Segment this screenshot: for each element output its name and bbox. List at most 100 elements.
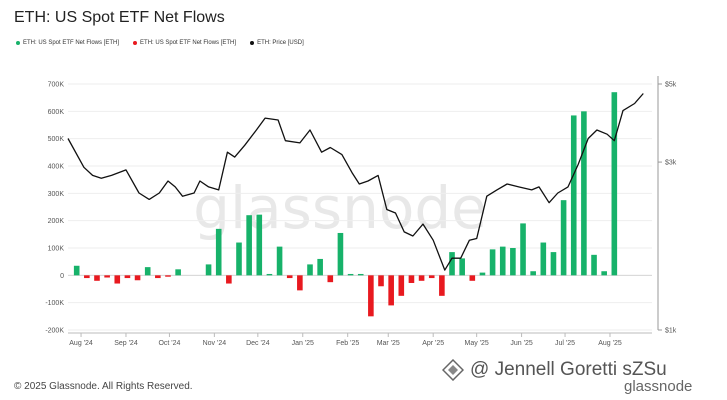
flow-bar	[591, 254, 597, 276]
flow-bar	[439, 275, 445, 296]
x-tick-label: Apr '25	[422, 340, 444, 347]
flow-bar	[459, 258, 465, 276]
chart-legend: ETH: US Spot ETF Net Flows [ETH] ETH: US…	[16, 40, 304, 46]
flow-bar	[276, 246, 283, 276]
legend-dot-icon	[133, 41, 138, 45]
flow-bar	[388, 275, 394, 306]
x-tick-label: Jun '25	[510, 340, 532, 347]
flow-bar	[165, 275, 171, 277]
flow-bar	[347, 273, 354, 276]
flow-bar	[114, 275, 121, 284]
flow-bar	[256, 214, 263, 276]
flow-bar	[205, 264, 212, 276]
flow-bar	[611, 92, 618, 276]
flow-bar	[84, 275, 90, 279]
y-left-tick-label: 100K	[48, 246, 65, 253]
flow-bar	[479, 272, 486, 276]
y-right-tick-label: $1k	[665, 328, 677, 335]
flow-bar	[408, 275, 415, 283]
watermark-bottom-text: @ Jennell Goretti sZSu	[470, 359, 667, 380]
y-left-tick-label: 0	[60, 273, 64, 280]
flow-bar	[428, 275, 435, 279]
x-tick-label: Feb '25	[336, 340, 359, 347]
flow-bar	[510, 248, 516, 276]
legend-dot-icon	[250, 41, 255, 45]
x-tick-label: Mar '25	[377, 340, 400, 347]
legend-dot-icon	[16, 41, 20, 45]
y-left-tick-label: -100K	[45, 300, 64, 307]
y-left-tick-label: -200K	[45, 328, 64, 335]
flow-bar	[581, 111, 587, 276]
flow-bar	[266, 273, 273, 276]
x-tick-label: Sep '24	[114, 340, 138, 347]
y-left-tick-label: 600K	[48, 109, 65, 116]
flow-bar	[94, 275, 100, 281]
y-right-tick-label: $3k	[665, 160, 677, 167]
y-left-tick-label: 200K	[48, 218, 65, 225]
flow-bar	[317, 258, 323, 276]
y-right-tick-label: $5k	[665, 82, 677, 89]
y-left-tick-label: 300K	[48, 191, 65, 198]
legend-label: ETH: Price [USD]	[257, 40, 304, 46]
flow-bar	[398, 275, 405, 296]
flow-bars	[73, 92, 618, 317]
legend-item-flows-negative[interactable]: ETH: US Spot ETF Net Flows [ETH]	[133, 40, 236, 46]
y-left-tick-label: 500K	[48, 136, 65, 143]
x-tick-label: Nov '24	[203, 340, 227, 347]
legend-item-flows-positive[interactable]: ETH: US Spot ETF Net Flows [ETH]	[16, 40, 119, 46]
flow-bar	[134, 275, 141, 281]
flow-bar	[540, 242, 547, 276]
watermark-glassnode: glassnode	[193, 174, 487, 242]
flow-bar	[378, 275, 384, 287]
x-tick-label: Oct '24	[158, 340, 180, 347]
price-series	[67, 93, 644, 271]
flow-bar	[246, 215, 252, 276]
flow-bar	[155, 275, 161, 279]
y-left-tick-label: 400K	[48, 164, 65, 171]
watermark-bottom-logo: glassnode	[624, 378, 693, 395]
flow-bar	[560, 200, 567, 276]
x-tick-label: Dec '24	[246, 340, 270, 347]
flow-bar	[570, 115, 577, 276]
flow-bar	[550, 252, 557, 276]
y-left-tick-label: 700K	[48, 82, 65, 89]
legend-item-price[interactable]: ETH: Price [USD]	[250, 40, 304, 46]
flow-bar	[215, 228, 222, 276]
flow-bar	[144, 267, 151, 276]
flow-bar	[530, 271, 536, 276]
flow-bar	[368, 275, 374, 317]
flow-bar	[286, 275, 293, 279]
flow-bar	[499, 246, 506, 276]
flow-bar	[175, 269, 181, 276]
flow-bar	[357, 273, 364, 276]
flow-bar	[489, 249, 496, 276]
x-tick-label: Jan '25	[292, 340, 314, 347]
flow-bar	[307, 264, 313, 276]
flow-bar	[104, 275, 110, 278]
flow-bar	[226, 275, 232, 284]
diamond-logo-icon	[442, 359, 464, 381]
flow-bar	[469, 275, 476, 281]
axes: -200K -100K 0 100K 200K 300K 400K 500K 600K 700K $…	[45, 76, 677, 347]
legend-label: ETH: US Spot ETF Net Flows [ETH]	[23, 40, 120, 46]
x-tick-label: May '25	[465, 340, 489, 347]
flow-bar	[327, 275, 334, 283]
page-title: ETH: US Spot ETF Net Flows	[14, 9, 225, 26]
x-tick-label: Aug '25	[598, 340, 622, 347]
price-line	[67, 93, 644, 271]
flow-bar	[601, 271, 607, 276]
x-tick-label: Jul '25	[555, 340, 575, 347]
copyright-footer: © 2025 Glassnode. All Rights Reserved.	[14, 381, 193, 392]
flow-bar	[236, 242, 242, 276]
legend-label: ETH: US Spot ETF Net Flows [ETH]	[140, 40, 237, 46]
x-tick-label: Aug '24	[69, 340, 93, 347]
flow-bar	[449, 252, 455, 276]
flow-bar	[520, 223, 526, 276]
flow-bar	[418, 275, 425, 281]
flow-bar	[124, 275, 131, 279]
flow-bar	[73, 265, 80, 276]
watermark-bottom: @ Jennell Goretti sZSu	[442, 359, 667, 381]
flow-bar	[337, 232, 344, 276]
flow-bar	[297, 275, 303, 291]
